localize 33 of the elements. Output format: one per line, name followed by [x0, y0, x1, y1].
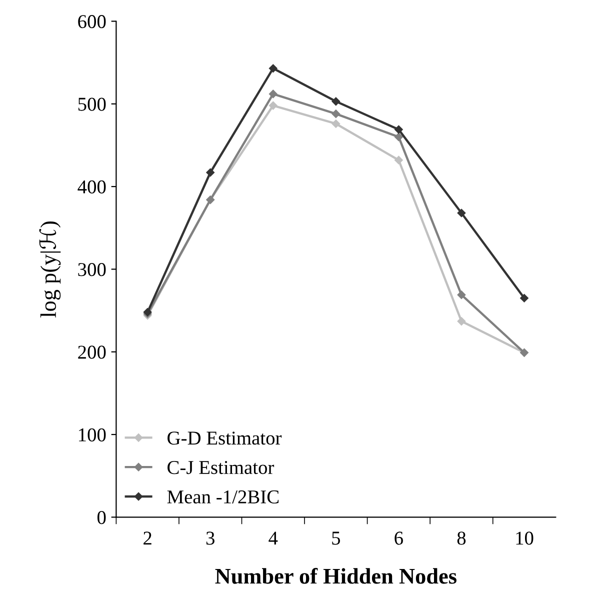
point: [457, 208, 466, 218]
point: [332, 120, 340, 128]
y-tick-label: 500: [78, 98, 106, 111]
y-tick-label: 400: [78, 180, 106, 194]
point: [269, 64, 278, 72]
point: [269, 90, 278, 98]
x-tick-label: 8: [457, 532, 466, 545]
point: [457, 290, 466, 299]
x-tick-label: 10: [516, 532, 534, 545]
point: [394, 125, 403, 134]
point: [206, 168, 214, 177]
y-tick-label: 600: [78, 15, 106, 28]
point: [269, 101, 278, 110]
point: [332, 110, 340, 118]
y-axis-title: log p(y|ℋ): [39, 221, 61, 318]
y-tick-label: 300: [78, 263, 106, 276]
y-tick-label: 100: [79, 428, 106, 442]
x-tick-label: 4: [268, 532, 278, 545]
x-axis-title: Number of Hidden Nodes: [215, 568, 456, 584]
legend-label: C-J Estimator: [168, 461, 274, 474]
point: [394, 156, 403, 164]
x-tick-label: 6: [394, 532, 403, 545]
point: [520, 294, 528, 302]
y-tick-label: 0: [97, 510, 106, 524]
x-tick-label: 2: [144, 532, 152, 545]
legend-label: G-D Estimator: [168, 432, 282, 445]
x-tick-label: 5: [332, 532, 340, 545]
x-tick-label: 3: [206, 532, 214, 545]
point: [394, 132, 403, 142]
point: [332, 97, 340, 106]
point: [457, 317, 466, 326]
y-tick-label: 200: [78, 346, 106, 359]
legend-label: Mean -1/2BIC: [167, 490, 279, 504]
